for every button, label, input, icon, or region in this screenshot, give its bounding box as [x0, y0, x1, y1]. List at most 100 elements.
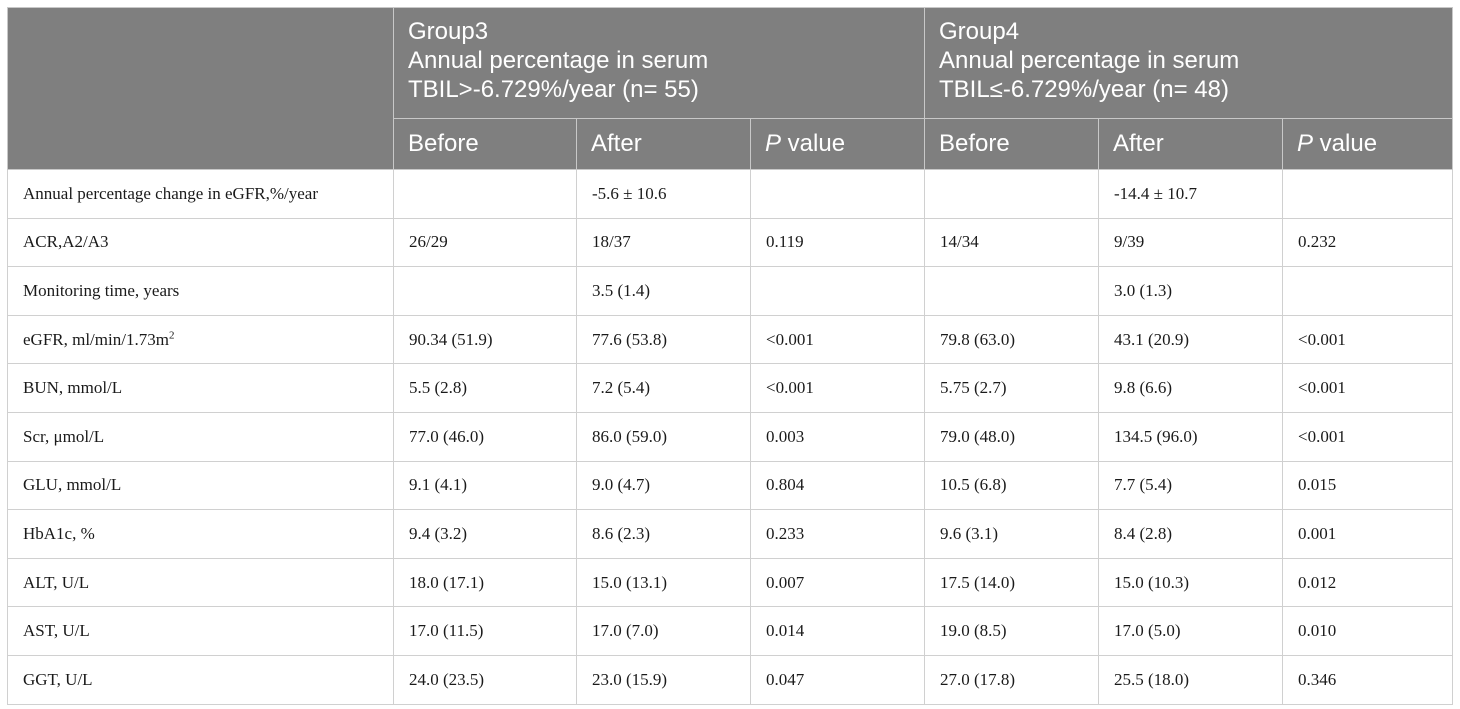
group3-after-cell: 7.2 (5.4) — [576, 363, 751, 413]
group3-after-cell: 15.0 (13.1) — [576, 557, 751, 608]
row-label: AST, U/L — [7, 606, 394, 656]
group3-before-cell: 77.0 (46.0) — [393, 411, 577, 462]
table-row: ACR,A2/A3 26/29 18/37 0.119 14/34 9/39 0.232 — [7, 217, 1453, 268]
group3-before-cell: 9.4 (3.2) — [393, 509, 577, 559]
group4-p-cell: 0.232 — [1282, 217, 1453, 268]
group3-before-cell: 18.0 (17.1) — [393, 557, 577, 608]
group3-before-header: Before — [393, 118, 577, 170]
table-row: GLU, mmol/L 9.1 (4.1) 9.0 (4.7) 0.804 10.5 (… — [7, 460, 1453, 511]
group4-before-cell: 19.0 (8.5) — [924, 606, 1099, 656]
group4-after-cell: 7.7 (5.4) — [1098, 460, 1283, 511]
group3-p-cell: 0.119 — [750, 217, 925, 268]
group4-p-cell: 0.015 — [1282, 460, 1453, 511]
group3-after-cell: 18/37 — [576, 217, 751, 268]
group3-before-cell: 26/29 — [393, 217, 577, 268]
group3-after-cell: 77.6 (53.8) — [576, 314, 751, 365]
group3-p-header: P value — [750, 118, 925, 170]
group3-p-cell — [750, 169, 925, 219]
row-label-text: Monitoring time, years — [23, 280, 180, 300]
row-label: ALT, U/L — [7, 557, 394, 608]
p-symbol: P — [1297, 130, 1314, 157]
row-label-text: GLU, mmol/L — [23, 475, 122, 495]
table-row: eGFR, ml/min/1.73m2 90.34 (51.9) 77.6 (53.… — [7, 314, 1453, 365]
group3-before-cell — [393, 266, 577, 316]
p-word: value — [1313, 130, 1378, 157]
group4-p-cell: <0.001 — [1282, 411, 1453, 462]
row-label-text: ACR,A2/A3 — [23, 232, 109, 252]
row-label-text: Annual percentage change in eGFR,%/year — [23, 183, 319, 203]
group4-header: Group4 Annual percentage in serum TBIL≤-… — [924, 7, 1453, 119]
results-table: Group3 Annual percentage in serum TBIL>-… — [7, 7, 1453, 705]
row-label-text: ALT, U/L — [23, 572, 90, 592]
group4-before-cell: 14/34 — [924, 217, 1099, 268]
group3-p-cell: 0.804 — [750, 460, 925, 511]
group3-after-cell: 8.6 (2.3) — [576, 509, 751, 559]
group3-after-cell: -5.6 ± 10.6 — [576, 169, 751, 219]
row-label: BUN, mmol/L — [7, 363, 394, 413]
group3-header: Group3 Annual percentage in serum TBIL>-… — [393, 7, 925, 119]
group3-name: Group3 — [408, 18, 489, 45]
table-row: Annual percentage change in eGFR,%/year -… — [7, 169, 1453, 219]
group3-before-cell: 24.0 (23.5) — [393, 654, 577, 705]
group4-after-cell: 9/39 — [1098, 217, 1283, 268]
group4-p-cell: 0.012 — [1282, 557, 1453, 608]
group3-before-cell — [393, 169, 577, 219]
group4-after-cell: 43.1 (20.9) — [1098, 314, 1283, 365]
group3-before-cell: 17.0 (11.5) — [393, 606, 577, 656]
group4-p-cell: 0.010 — [1282, 606, 1453, 656]
table-row: Monitoring time, years 3.5 (1.4) 3.0 (1.3) — [7, 266, 1453, 316]
group3-p-cell: 0.233 — [750, 509, 925, 559]
group3-after-cell: 9.0 (4.7) — [576, 460, 751, 511]
group3-p-cell: <0.001 — [750, 363, 925, 413]
group3-p-cell: <0.001 — [750, 314, 925, 365]
group4-description: Annual percentage in serum TBIL≤-6.729%/… — [939, 47, 1240, 103]
group3-after-cell: 23.0 (15.9) — [576, 654, 751, 705]
group4-p-header: P value — [1282, 118, 1453, 170]
table-row: BUN, mmol/L 5.5 (2.8) 7.2 (5.4) <0.001 5.75 … — [7, 363, 1453, 413]
row-label: Annual percentage change in eGFR,%/year — [7, 169, 394, 219]
group3-after-header: After — [576, 118, 751, 170]
group4-p-cell: <0.001 — [1282, 314, 1453, 365]
group3-before-cell: 9.1 (4.1) — [393, 460, 577, 511]
group4-after-cell: 9.8 (6.6) — [1098, 363, 1283, 413]
p-symbol: P — [765, 130, 782, 157]
group4-after-cell: 3.0 (1.3) — [1098, 266, 1283, 316]
group4-before-cell — [924, 266, 1099, 316]
group3-p-cell: 0.014 — [750, 606, 925, 656]
table-row: ALT, U/L 18.0 (17.1) 15.0 (13.1) 0.007 17.5 … — [7, 557, 1453, 608]
row-label-text: GGT, U/L — [23, 669, 93, 689]
table-row: AST, U/L 17.0 (11.5) 17.0 (7.0) 0.014 19.0 (… — [7, 606, 1453, 656]
row-label: HbA1c, % — [7, 509, 394, 559]
group4-p-cell: <0.001 — [1282, 363, 1453, 413]
row-label: Monitoring time, years — [7, 266, 394, 316]
row-label-text: AST, U/L — [23, 621, 90, 641]
group4-after-cell: 25.5 (18.0) — [1098, 654, 1283, 705]
group4-p-cell — [1282, 266, 1453, 316]
group3-p-cell: 0.003 — [750, 411, 925, 462]
row-label-text: Scr, μmol/L — [23, 426, 105, 446]
group-header-row: Group3 Annual percentage in serum TBIL>-… — [7, 7, 1453, 170]
group3-after-cell: 86.0 (59.0) — [576, 411, 751, 462]
row-label: GLU, mmol/L — [7, 460, 394, 511]
group3-after-cell: 3.5 (1.4) — [576, 266, 751, 316]
group4-before-cell: 9.6 (3.1) — [924, 509, 1099, 559]
group4-before-cell — [924, 169, 1099, 219]
group4-before-header: Before — [924, 118, 1099, 170]
p-word: value — [781, 130, 846, 157]
group3-after-cell: 17.0 (7.0) — [576, 606, 751, 656]
group4-after-cell: -14.4 ± 10.7 — [1098, 169, 1283, 219]
group3-p-cell — [750, 266, 925, 316]
group3-p-cell: 0.047 — [750, 654, 925, 705]
row-label-superscript: 2 — [168, 328, 175, 341]
table-row: GGT, U/L 24.0 (23.5) 23.0 (15.9) 0.047 27.0 … — [7, 654, 1453, 705]
group4-before-cell: 79.0 (48.0) — [924, 411, 1099, 462]
corner-cell — [7, 7, 394, 170]
row-label: GGT, U/L — [7, 654, 394, 705]
row-label: ACR,A2/A3 — [7, 217, 394, 268]
group4-after-cell: 134.5 (96.0) — [1098, 411, 1283, 462]
group4-name: Group4 — [939, 18, 1020, 45]
group3-before-cell: 90.34 (51.9) — [393, 314, 577, 365]
group4-before-cell: 27.0 (17.8) — [924, 654, 1099, 705]
row-label-text: eGFR, ml/min/1.73m — [23, 329, 169, 349]
group3-before-cell: 5.5 (2.8) — [393, 363, 577, 413]
